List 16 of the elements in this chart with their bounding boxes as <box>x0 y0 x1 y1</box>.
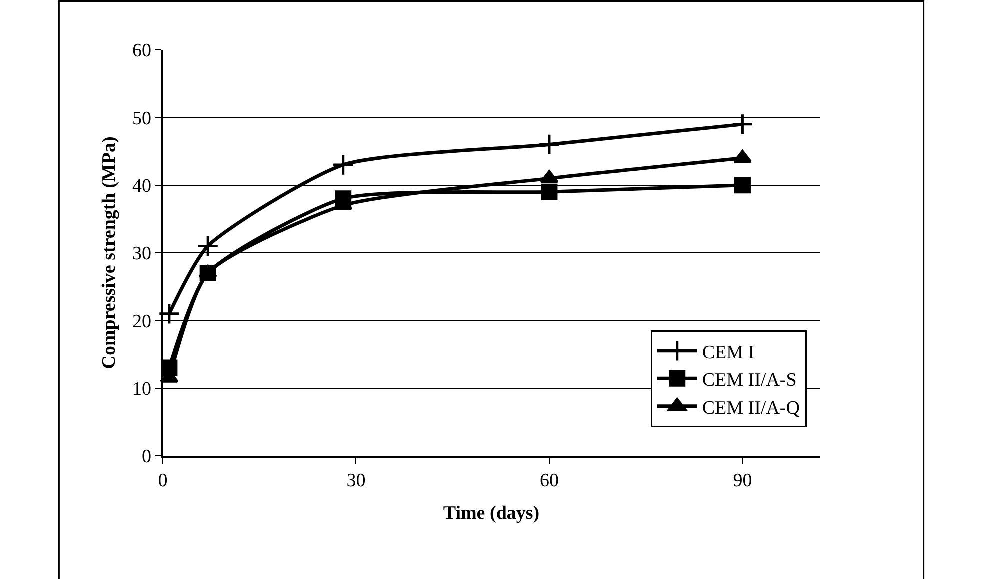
y-tick-label: 30 <box>132 244 152 265</box>
y-tick-label: 50 <box>132 108 152 130</box>
x-tick-label: 30 <box>346 470 366 492</box>
legend-label: CEM II/A-S <box>702 370 797 392</box>
x-tick-label: 90 <box>733 470 752 492</box>
y-tick-label: 60 <box>132 40 152 62</box>
legend-label: CEM II/A-Q <box>702 398 800 419</box>
y-tick-label: 0 <box>142 446 152 468</box>
y-tick-label: 20 <box>132 311 152 332</box>
y-tick-label: 40 <box>132 176 152 197</box>
legend-label: CEM I <box>702 342 755 364</box>
y-tick-label: 10 <box>132 378 152 400</box>
x-tick-label: 60 <box>540 470 559 492</box>
x-axis-title: Time (days) <box>443 502 540 524</box>
x-tick-label: 0 <box>158 470 168 492</box>
y-axis-title: Compressive strength (MPa) <box>98 136 120 370</box>
